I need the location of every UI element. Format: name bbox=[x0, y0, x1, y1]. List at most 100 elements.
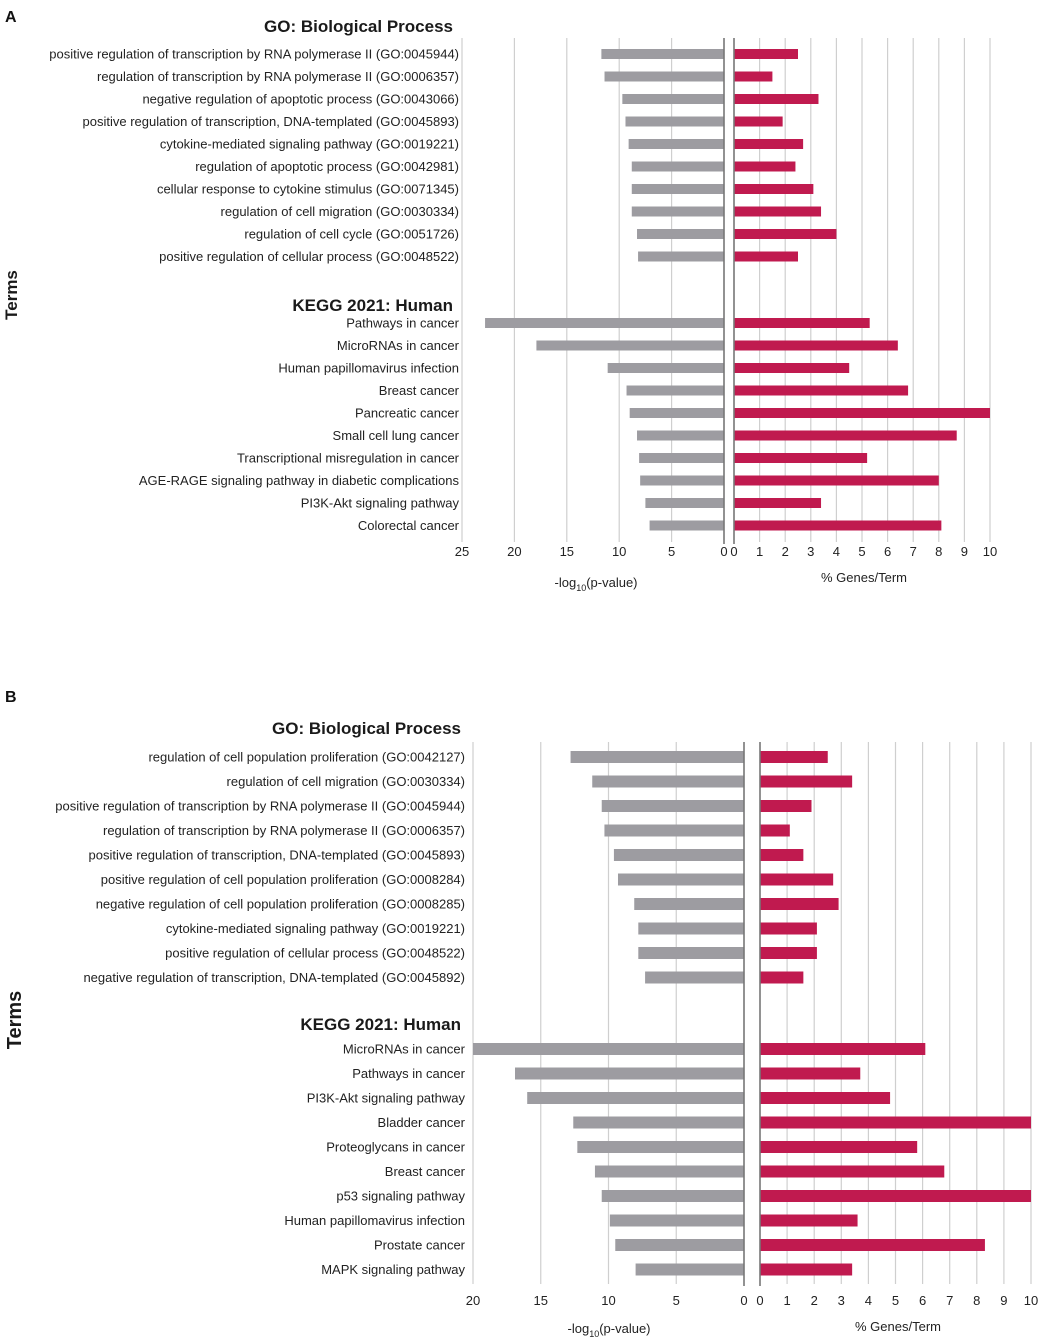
term-label: positive regulation of transcription by … bbox=[55, 799, 465, 814]
bar-pct-genes bbox=[734, 498, 822, 508]
right-tick-label: 9 bbox=[1000, 1293, 1007, 1308]
bar-neglog10p bbox=[639, 453, 724, 463]
bar-neglog10p bbox=[615, 1239, 744, 1251]
term-label: positive regulation of cellular process … bbox=[159, 249, 459, 264]
bar-neglog10p bbox=[601, 1190, 744, 1202]
bar-pct-genes bbox=[734, 363, 850, 373]
term-label: cytokine-mediated signaling pathway (GO:… bbox=[166, 921, 465, 936]
bar-neglog10p bbox=[594, 1165, 744, 1178]
bar-neglog10p bbox=[577, 1141, 744, 1153]
bar-neglog10p bbox=[645, 971, 744, 984]
section-title: KEGG 2021: Human bbox=[300, 1015, 461, 1034]
term-label: MAPK signaling pathway bbox=[321, 1262, 465, 1277]
bar-pct-genes bbox=[734, 229, 837, 239]
left-axis-title-main: -log bbox=[568, 1321, 590, 1336]
bar-neglog10p bbox=[634, 898, 744, 910]
bar-pct-genes bbox=[760, 1141, 918, 1153]
term-label: regulation of cell population proliferat… bbox=[148, 750, 465, 765]
bar-neglog10p bbox=[604, 71, 724, 82]
bar-pct-genes bbox=[760, 800, 812, 812]
term-label: cytokine-mediated signaling pathway (GO:… bbox=[160, 137, 459, 152]
bar-neglog10p bbox=[640, 475, 724, 486]
bar-pct-genes bbox=[734, 49, 798, 59]
bar-pct-genes bbox=[734, 94, 819, 104]
bar-pct-genes bbox=[734, 430, 957, 441]
section-title: GO: Biological Process bbox=[264, 17, 453, 36]
term-label: MicroRNAs in cancer bbox=[337, 338, 460, 353]
right-tick-label: 1 bbox=[783, 1293, 790, 1308]
term-label: Human papillomavirus infection bbox=[284, 1213, 465, 1228]
term-label: Proteoglycans in cancer bbox=[326, 1140, 465, 1155]
term-label: Bladder cancer bbox=[378, 1115, 466, 1130]
term-label: Breast cancer bbox=[385, 1164, 466, 1179]
bar-neglog10p bbox=[631, 184, 724, 194]
right-tick-label: 10 bbox=[1024, 1293, 1038, 1308]
bar-neglog10p bbox=[638, 947, 744, 959]
term-label: Colorectal cancer bbox=[358, 518, 460, 533]
right-tick-label: 4 bbox=[833, 544, 840, 559]
bar-neglog10p bbox=[645, 498, 724, 508]
bar-neglog10p bbox=[631, 206, 724, 217]
right-tick-label: 7 bbox=[946, 1293, 953, 1308]
term-label: PI3K-Akt signaling pathway bbox=[307, 1091, 466, 1106]
bar-pct-genes bbox=[734, 251, 798, 262]
bar-neglog10p bbox=[637, 229, 724, 239]
right-tick-label: 5 bbox=[858, 544, 865, 559]
right-tick-label: 5 bbox=[892, 1293, 899, 1308]
right-axis-title: % Genes/Term bbox=[855, 1319, 941, 1334]
term-label: Pancreatic cancer bbox=[355, 406, 460, 421]
bar-pct-genes bbox=[760, 1043, 926, 1055]
bar-pct-genes bbox=[760, 947, 817, 959]
term-label: positive regulation of transcription, DN… bbox=[89, 848, 465, 863]
term-label: positive regulation of cellular process … bbox=[165, 946, 465, 961]
bar-neglog10p bbox=[635, 1263, 744, 1276]
term-label: positive regulation of cell population p… bbox=[101, 872, 465, 887]
right-axis-title: % Genes/Term bbox=[821, 570, 907, 585]
right-tick-label: 7 bbox=[910, 544, 917, 559]
term-label: Prostate cancer bbox=[374, 1238, 466, 1253]
left-tick-label: 10 bbox=[612, 544, 626, 559]
bar-neglog10p bbox=[527, 1092, 744, 1104]
bar-neglog10p bbox=[638, 922, 744, 935]
left-tick-label: 15 bbox=[534, 1293, 548, 1308]
bar-pct-genes bbox=[760, 1239, 985, 1251]
panel-a: positive regulation of transcription by … bbox=[2, 9, 997, 593]
bar-neglog10p bbox=[573, 1116, 744, 1129]
left-tick-label: 5 bbox=[668, 544, 675, 559]
bar-pct-genes bbox=[760, 1214, 858, 1227]
bar-pct-genes bbox=[760, 1092, 891, 1104]
bar-neglog10p bbox=[617, 873, 744, 886]
term-label: Breast cancer bbox=[379, 383, 460, 398]
term-label: positive regulation of transcription, DN… bbox=[83, 114, 459, 129]
bar-neglog10p bbox=[570, 751, 744, 763]
right-tick-label: 1 bbox=[756, 544, 763, 559]
bar-neglog10p bbox=[607, 363, 724, 373]
term-label: regulation of transcription by RNA polym… bbox=[103, 823, 465, 838]
bar-neglog10p bbox=[625, 116, 724, 127]
term-label: negative regulation of transcription, DN… bbox=[83, 970, 465, 985]
term-label: regulation of apoptotic process (GO:0042… bbox=[195, 159, 459, 174]
right-tick-label: 2 bbox=[782, 544, 789, 559]
bar-neglog10p bbox=[601, 800, 744, 812]
left-axis-title-sub: 10 bbox=[589, 1329, 599, 1339]
bar-pct-genes bbox=[734, 116, 783, 127]
bar-pct-genes bbox=[760, 824, 790, 837]
bar-pct-genes bbox=[734, 340, 898, 351]
term-label: regulation of cell migration (GO:0030334… bbox=[227, 774, 465, 789]
bar-pct-genes bbox=[760, 1190, 1031, 1202]
bar-neglog10p bbox=[601, 49, 724, 59]
term-label: Small cell lung cancer bbox=[333, 428, 460, 443]
term-label: regulation of cell cycle (GO:0051726) bbox=[244, 227, 459, 242]
bar-pct-genes bbox=[760, 898, 839, 910]
left-axis-title: -log10(p-value) bbox=[568, 1321, 651, 1339]
right-tick-label: 9 bbox=[961, 544, 968, 559]
term-label: negative regulation of apoptotic process… bbox=[142, 92, 459, 107]
bar-neglog10p bbox=[629, 408, 724, 418]
bar-pct-genes bbox=[760, 751, 828, 763]
bar-pct-genes bbox=[734, 139, 804, 149]
bar-pct-genes bbox=[760, 873, 834, 886]
panel-label: A bbox=[5, 9, 17, 26]
bar-neglog10p bbox=[609, 1214, 744, 1227]
section-title: GO: Biological Process bbox=[272, 719, 461, 738]
